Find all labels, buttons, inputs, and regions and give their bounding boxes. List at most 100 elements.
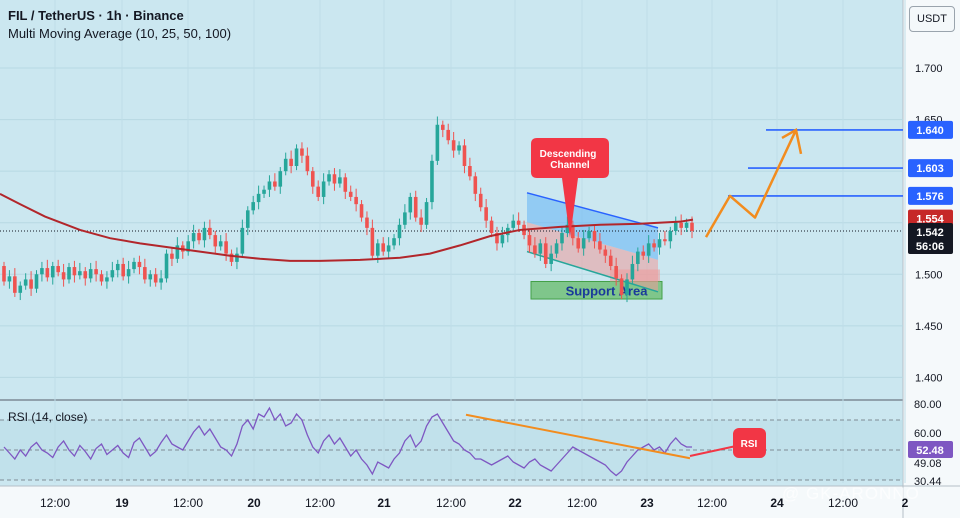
candle [527,228,532,253]
candle-body [451,140,456,151]
candle [72,260,77,283]
candle [88,262,93,283]
candle [7,270,12,289]
candle [305,147,310,176]
candle [61,263,66,287]
candle-body [430,160,434,203]
candle [23,273,28,290]
candle-body [208,227,212,236]
candle-body [278,171,283,187]
candle [78,262,82,280]
candle [343,173,348,199]
current-price-badge [908,222,953,254]
candle [516,212,521,232]
candle [300,142,304,163]
candle [560,226,564,251]
candle [262,185,266,198]
candle-body [83,271,88,279]
candle [34,270,39,293]
rsi-tick-label: 49.08 [914,458,942,470]
candle [457,141,461,155]
candle-body [403,212,407,225]
candle-body [300,148,304,156]
candle-body [327,174,331,182]
candle-body [218,241,223,247]
candle [197,228,201,245]
candle-body [614,266,618,279]
watermark: @ GK-ARONNO [782,484,920,503]
candle [94,260,98,282]
candle-body [435,124,440,161]
candle-body [419,217,423,225]
candle-body [197,233,201,241]
candle-body [289,158,293,167]
candle-body [533,245,537,254]
candle [397,218,402,246]
time-tick-label: 12:00 [173,496,203,510]
channel-callout-text: Descending [540,149,597,160]
candle-body [99,274,104,282]
candle-body [126,269,131,277]
candle [348,185,353,202]
candle [657,233,662,255]
time-tick-label: 12:00 [436,496,466,510]
candle-body [375,243,380,256]
candle-body [235,253,239,262]
candle-body [67,267,71,280]
candle-body [511,220,516,228]
candle [441,120,445,138]
candle [208,219,212,240]
rsi-callout-pointer [689,445,736,457]
candle-body [354,196,358,205]
time-tick-label: 12:00 [567,496,597,510]
candle-body [213,235,218,247]
candle-body [202,227,207,241]
candle-body [191,233,196,242]
candle [213,230,218,254]
candle-body [251,202,255,211]
candle-body [88,269,93,279]
candle-body [132,261,136,270]
candle [533,237,537,258]
currency-button[interactable]: USDT [909,6,955,32]
candle-body [565,224,570,234]
candle [462,139,467,174]
candle [245,206,250,236]
time-tick-label: 23 [640,496,654,510]
candle [386,237,391,259]
candle [267,175,272,197]
price-label-badge [908,186,953,205]
candle-body [652,243,656,248]
candle [327,170,331,186]
candle-body [630,263,635,280]
candle-body [581,238,586,249]
time-tick-label: 2 [902,496,909,510]
candle-body [348,191,353,197]
candle-body [424,202,429,225]
candle [630,255,635,284]
candle-body [40,268,44,275]
candle [256,185,261,210]
candle-body [657,239,662,248]
price-label-text: 1.603 [916,163,944,175]
indicator-legend: Multi Moving Average (10, 25, 50, 100) [8,26,232,41]
channel-callout-bubble [531,138,609,238]
candle-body [13,276,17,293]
candle-body [608,255,613,267]
candle-body [408,196,413,213]
candle [641,245,646,260]
candle [592,224,597,249]
candle [663,230,667,246]
candle [229,249,234,267]
candle-body [283,158,288,172]
candle-body [2,266,6,282]
time-tick-label: 12:00 [828,496,858,510]
candle [240,219,245,258]
candle-body [229,253,234,262]
candle [278,167,283,194]
candle-body [267,181,272,190]
projection-arrowhead [781,127,803,155]
candle [543,237,548,269]
channel-callout-text: Channel [550,160,590,171]
